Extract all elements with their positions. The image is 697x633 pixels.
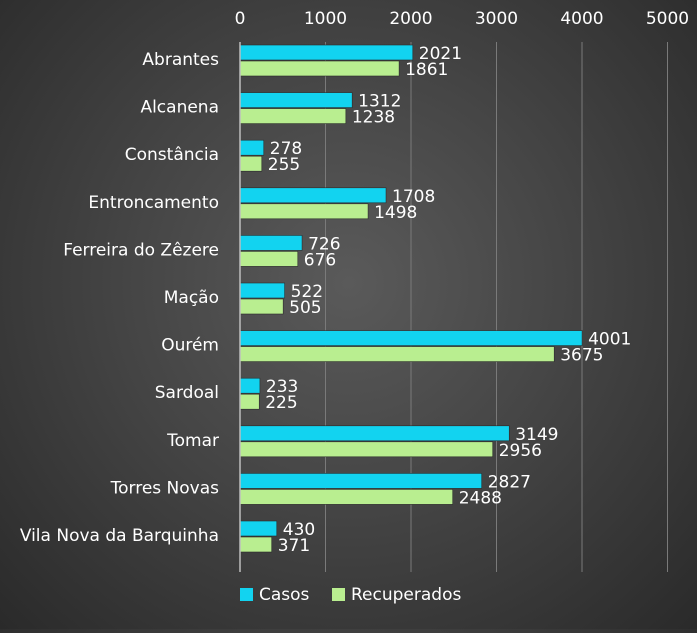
category-label: Alcanena: [140, 98, 219, 118]
legend-swatch-casos[interactable]: [240, 588, 253, 601]
x-tick-label-0: 0: [235, 9, 246, 29]
data-label: 1312: [358, 92, 401, 112]
category-label: Vila Nova da Barquinha: [20, 526, 219, 546]
data-label: 1498: [374, 203, 417, 223]
bar-recuperados: [239, 441, 494, 458]
category-label: Constância: [125, 145, 219, 165]
category-label: Tomar: [166, 431, 219, 451]
data-label: 430: [283, 520, 315, 540]
bar-casos: [239, 187, 387, 204]
x-tick-label-1000: 1000: [304, 9, 347, 29]
data-label: 1861: [405, 60, 448, 80]
category-label: Mação: [164, 288, 219, 308]
data-label: 1238: [352, 108, 395, 128]
bar-recuperados: [239, 108, 347, 124]
data-label: 505: [289, 298, 321, 318]
bar-casos: [239, 330, 583, 346]
bar-recuperados: [239, 251, 299, 267]
bar-recuperados: [239, 60, 400, 77]
data-label: 522: [291, 282, 323, 302]
data-label: 371: [278, 536, 310, 556]
bar-casos: [239, 425, 510, 442]
data-label: 2956: [499, 441, 542, 461]
category-label: Torres Novas: [110, 478, 220, 498]
bar-casos: [239, 235, 303, 251]
data-label: 676: [304, 250, 336, 270]
data-label: 278: [270, 139, 302, 159]
bar-casos: [239, 282, 285, 299]
data-label: 726: [308, 234, 340, 254]
category-label: Ourém: [161, 336, 219, 356]
category-label: Sardoal: [155, 383, 219, 403]
bar-recuperados: [239, 393, 260, 410]
category-label: Entroncamento: [88, 193, 219, 213]
category-label: Ferreira do Zêzere: [63, 240, 219, 260]
bars: [239, 44, 583, 553]
legend-label-casos[interactable]: Casos: [259, 585, 310, 605]
bar-casos: [239, 139, 265, 156]
bar-recuperados: [239, 346, 555, 362]
bar-casos: [239, 520, 278, 537]
data-label: 2827: [488, 472, 531, 492]
data-label: 2488: [459, 488, 502, 508]
data-label: 1708: [392, 187, 435, 207]
x-tick-label-2000: 2000: [389, 9, 432, 29]
x-tick-label-5000: 5000: [646, 9, 689, 29]
data-label: 233: [266, 377, 298, 397]
data-label: 3675: [560, 346, 603, 366]
legend-label-recuperados[interactable]: Recuperados: [351, 585, 461, 605]
bar-recuperados: [239, 203, 369, 220]
legend[interactable]: Casos Recuperados: [240, 585, 461, 605]
bar-casos: [239, 44, 414, 61]
x-tick-label-4000: 4000: [560, 9, 603, 29]
data-label: 3149: [515, 425, 558, 445]
bar-casos: [239, 377, 261, 394]
bar-recuperados: [239, 155, 263, 172]
category-labels: Abrantes Alcanena Constância Entroncamento F…: [20, 50, 219, 546]
bar-recuperados: [239, 298, 284, 315]
category-label: Abrantes: [142, 50, 219, 70]
x-tick-label-3000: 3000: [475, 9, 518, 29]
bar-recuperados: [239, 489, 454, 505]
x-axis-ticks: 0 1000 2000 3000 4000 5000: [235, 9, 690, 29]
legend-swatch-recuperados[interactable]: [332, 588, 345, 601]
bar-casos: [239, 473, 483, 489]
bar-casos: [239, 92, 353, 108]
bar-recuperados: [239, 536, 273, 553]
data-label: 2021: [419, 44, 462, 64]
data-label: 255: [268, 155, 300, 175]
data-label: 4001: [588, 330, 631, 350]
data-label: 225: [265, 393, 297, 413]
